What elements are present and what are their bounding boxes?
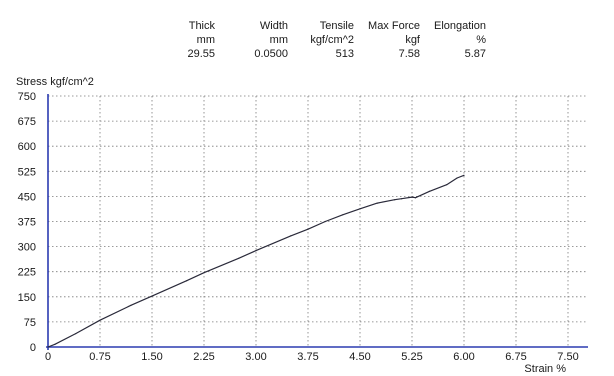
y-tick-label: 300 — [18, 242, 36, 254]
data-point — [290, 235, 292, 237]
data-point — [130, 304, 132, 306]
data-point — [324, 220, 326, 223]
x-tick-label: 1.50 — [141, 351, 162, 363]
x-tick-label: 7.50 — [557, 351, 578, 363]
data-point — [376, 202, 378, 204]
data-point — [203, 272, 205, 274]
results-header-tensile: Tensile — [319, 20, 354, 32]
y-axis-title: Stress kgf/cm^2 — [16, 76, 94, 88]
results-header-elongation: Elongation — [434, 20, 486, 32]
y-tick-label: 525 — [18, 166, 36, 178]
x-tick-label: 6.00 — [453, 351, 474, 363]
data-point — [99, 319, 101, 321]
data-point — [411, 196, 413, 198]
x-tick-label: 3.75 — [297, 351, 318, 363]
data-point — [151, 295, 153, 297]
data-point — [414, 197, 417, 199]
x-axis-title: Strain % — [524, 363, 566, 375]
data-point — [456, 177, 458, 179]
y-tick-label: 150 — [18, 292, 36, 304]
data-point — [75, 333, 77, 335]
results-header-thick: Thick — [188, 20, 215, 32]
y-tick-label: 225 — [18, 267, 36, 279]
data-point — [401, 198, 403, 200]
x-tick-label: 0.75 — [89, 351, 110, 363]
x-tick-label: 5.25 — [401, 351, 422, 363]
results-unit-max-force: kgf — [405, 34, 420, 46]
y-tick-label: 75 — [24, 317, 36, 329]
y-tick-label: 675 — [18, 116, 36, 128]
data-point — [186, 280, 188, 282]
x-tick-label: 0 — [45, 351, 51, 363]
y-tick-label: 750 — [18, 91, 36, 103]
data-point — [463, 174, 465, 176]
series-line — [47, 174, 465, 348]
y-tick-label: 0 — [30, 342, 36, 354]
data-point — [47, 346, 49, 348]
results-value-elongation: 5.87 — [464, 48, 486, 60]
results-unit-elongation: % — [476, 34, 486, 46]
y-tick-label: 450 — [18, 191, 36, 203]
x-tick-label: 6.75 — [505, 351, 526, 363]
results-value-tensile: 513 — [335, 48, 354, 60]
data-point — [446, 184, 448, 186]
data-point — [359, 208, 361, 210]
results-unit-width: mm — [269, 34, 288, 46]
results-value-width: 0.0500 — [254, 48, 288, 60]
results-header-max-force: Max Force — [368, 20, 420, 32]
y-tick-label: 375 — [18, 217, 36, 229]
results-table: Thick mm 29.55 Width mm 0.0500 Tensile k… — [0, 0, 614, 70]
data-point — [342, 214, 344, 216]
y-tick-label: 600 — [18, 141, 36, 153]
results-header-width: Width — [259, 20, 288, 32]
data-point — [394, 199, 396, 201]
x-tick-label: 3.00 — [245, 351, 266, 363]
data-point — [255, 250, 257, 252]
results-unit-thick: mm — [196, 34, 215, 46]
x-tick-label: 2.25 — [193, 351, 214, 363]
results-value-thick: 29.55 — [187, 48, 215, 60]
data-point — [54, 343, 56, 345]
data-point — [238, 257, 240, 259]
data-point — [307, 228, 309, 230]
x-tick-label: 4.50 — [349, 351, 370, 363]
results-value-max-force: 7.58 — [398, 48, 420, 60]
results-unit-tensile: kgf/cm^2 — [310, 34, 354, 46]
data-point — [428, 190, 430, 192]
